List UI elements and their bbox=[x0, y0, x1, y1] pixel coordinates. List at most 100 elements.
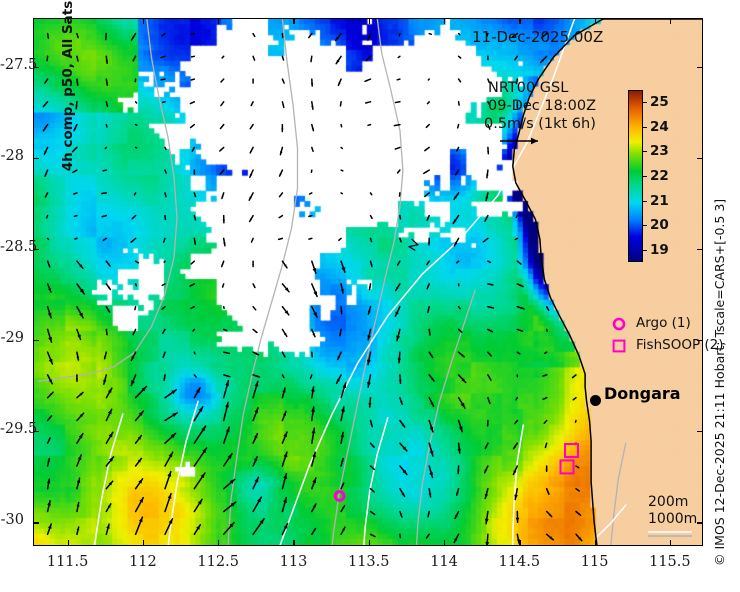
current-vector-head bbox=[486, 174, 489, 178]
current-vector bbox=[102, 237, 108, 242]
map-plot-area[interactable] bbox=[33, 18, 703, 546]
current-vector-head bbox=[429, 426, 434, 432]
y-tick-right bbox=[697, 249, 703, 251]
x-tick bbox=[519, 540, 521, 546]
current-vector bbox=[457, 328, 463, 333]
colorbar-tick-label: 25 bbox=[650, 94, 669, 111]
current-vector-head bbox=[249, 218, 252, 222]
current-vector-head bbox=[368, 310, 371, 315]
x-tick-top bbox=[142, 18, 145, 24]
colorbar-tick bbox=[643, 249, 647, 251]
y-tick bbox=[33, 67, 39, 69]
imos-credit-text: © IMOS 12-Dec-2025 21:11 Hobart; Tscale=… bbox=[712, 198, 727, 566]
current-vector-head bbox=[368, 403, 372, 408]
contour-200m bbox=[279, 19, 576, 545]
x-tick bbox=[293, 540, 295, 546]
current-vector-head bbox=[105, 82, 108, 86]
colorbar-tick bbox=[643, 102, 647, 104]
y-axis-label: -27.5 bbox=[0, 57, 38, 74]
current-vector-head bbox=[79, 392, 83, 396]
source-line-2: 09-Dec 18:00Z bbox=[488, 98, 597, 114]
current-vector bbox=[542, 396, 548, 401]
current-vector-head bbox=[313, 291, 318, 297]
y-tick bbox=[33, 522, 39, 524]
current-vector-head bbox=[259, 518, 264, 524]
current-vector-head bbox=[312, 478, 316, 484]
current-vector-head bbox=[484, 218, 488, 222]
current-vector bbox=[193, 214, 197, 221]
current-vector-head bbox=[396, 335, 401, 341]
current-vector bbox=[252, 32, 256, 38]
current-vector bbox=[486, 32, 489, 37]
current-vector bbox=[399, 237, 402, 243]
contour-1000m bbox=[610, 442, 627, 545]
current-vector-head bbox=[284, 310, 289, 315]
current-vector bbox=[425, 533, 430, 539]
current-vector-head bbox=[196, 387, 200, 393]
x-tick-top bbox=[519, 18, 521, 24]
current-vector-head bbox=[578, 537, 582, 541]
current-vector-head bbox=[461, 354, 465, 357]
current-vector-head bbox=[47, 500, 51, 506]
current-vector-head bbox=[283, 411, 286, 416]
current-vector-head bbox=[283, 452, 288, 458]
dongara-marker-dot bbox=[590, 395, 601, 406]
current-vector bbox=[364, 101, 372, 104]
current-vector bbox=[134, 146, 138, 149]
y-tick-right bbox=[697, 522, 703, 524]
current-vector bbox=[575, 487, 581, 492]
current-vector-head bbox=[457, 470, 460, 474]
current-vector-head bbox=[372, 512, 375, 515]
current-vector bbox=[545, 328, 548, 333]
current-vector-head bbox=[342, 505, 345, 509]
current-vector bbox=[252, 55, 256, 61]
current-vector-head bbox=[366, 58, 369, 61]
current-vector-head bbox=[200, 473, 205, 479]
current-vector bbox=[457, 32, 461, 36]
current-vector-head bbox=[488, 377, 491, 381]
current-vector-head bbox=[47, 458, 50, 462]
current-vector bbox=[308, 214, 313, 218]
current-vector-head bbox=[491, 306, 494, 309]
current-vector bbox=[281, 55, 285, 61]
current-vector bbox=[44, 192, 49, 198]
current-vector-head bbox=[453, 219, 457, 224]
x-axis-label: 112 bbox=[129, 554, 157, 570]
current-vector-head bbox=[483, 239, 486, 242]
y-axis-label: -30 bbox=[0, 512, 24, 529]
x-tick-top bbox=[368, 18, 370, 24]
current-vector bbox=[220, 101, 225, 107]
current-vector bbox=[396, 260, 401, 266]
current-vector-head bbox=[512, 34, 516, 37]
current-vector-head bbox=[250, 150, 253, 153]
current-vector-head bbox=[163, 378, 166, 381]
current-vector-head bbox=[367, 36, 371, 40]
current-vector-head bbox=[138, 411, 144, 416]
current-vector bbox=[457, 55, 462, 59]
current-vector bbox=[105, 101, 109, 107]
colorbar-tick-label: 19 bbox=[650, 241, 669, 258]
x-tick-top bbox=[444, 18, 446, 24]
current-vector bbox=[311, 146, 314, 153]
current-vector-head bbox=[283, 354, 285, 357]
current-vector bbox=[161, 305, 166, 310]
current-vector bbox=[250, 101, 254, 107]
current-vector-head bbox=[455, 172, 458, 175]
current-vector bbox=[46, 237, 50, 241]
current-vector-head bbox=[48, 379, 53, 384]
y-axis-label: -28 bbox=[0, 148, 24, 165]
current-vector-head bbox=[75, 378, 79, 382]
current-vector-head bbox=[197, 499, 202, 505]
current-vector-head bbox=[486, 423, 489, 426]
current-vector-head bbox=[76, 82, 79, 86]
current-vector-head bbox=[220, 126, 223, 129]
argo-marker bbox=[333, 490, 346, 502]
current-vector-head bbox=[167, 493, 172, 499]
circle-marker-icon bbox=[612, 317, 626, 331]
current-vector-head bbox=[163, 354, 165, 358]
current-vector-head bbox=[79, 288, 85, 294]
bathymetry-depth-key: 200m 1000m bbox=[648, 494, 697, 539]
current-vector bbox=[339, 101, 342, 107]
current-vector bbox=[101, 192, 108, 195]
current-vector-head bbox=[484, 493, 488, 499]
